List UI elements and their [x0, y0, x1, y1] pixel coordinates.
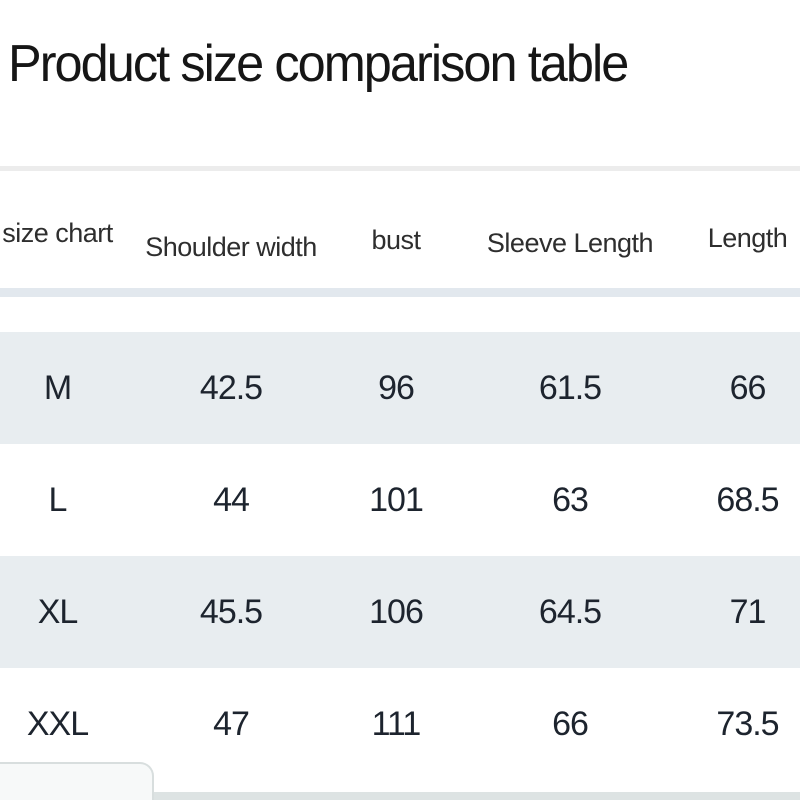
measurement-value: 42.5 — [199, 368, 263, 407]
bottom-left-panel — [0, 762, 154, 800]
column-header-bust: bust — [371, 224, 421, 255]
measurement-value: 45.5 — [199, 592, 263, 631]
size-label: L — [48, 480, 68, 519]
measurement-value: 68.5 — [716, 480, 779, 519]
column-header-size-chart: size chart — [2, 217, 113, 248]
table-row-l: L 44 101 63 68.5 — [0, 444, 800, 556]
size-label: XL — [37, 592, 79, 631]
column-header-shoulder-width: Shoulder width — [145, 231, 317, 262]
title-divider — [0, 166, 800, 171]
column-header-length: Length — [707, 222, 788, 253]
bottom-strip — [0, 792, 800, 800]
column-header-sleeve-length: Sleeve Length — [486, 227, 654, 258]
measurement-value: 101 — [369, 480, 424, 519]
measurement-value: 96 — [378, 368, 415, 407]
header-divider — [0, 288, 800, 297]
table-row-xl: XL 45.5 106 64.5 71 — [0, 556, 800, 668]
table-row-xxl: XXL 47 111 66 73.5 — [0, 668, 800, 780]
table-body: M 42.5 96 61.5 66 L 44 101 63 68.5 XL 45.5 106 64.5 71… — [0, 332, 800, 780]
measurement-value: 63 — [552, 480, 589, 519]
measurement-value: 61.5 — [538, 368, 602, 407]
measurement-value: 47 — [213, 704, 250, 743]
measurement-value: 106 — [369, 592, 424, 631]
page-title: Product size comparison table — [8, 35, 629, 93]
measurement-value: 71 — [729, 592, 767, 631]
measurement-value: 73.5 — [716, 704, 779, 743]
measurement-value: 111 — [371, 704, 422, 743]
measurement-value: 66 — [552, 704, 589, 743]
table-header-row: size chart Shoulder width bust Sleeve Lengt… — [0, 192, 800, 288]
measurement-value: 64.5 — [538, 592, 602, 631]
table-row-m: M 42.5 96 61.5 66 — [0, 332, 800, 444]
size-label: M — [43, 368, 72, 407]
measurement-value: 66 — [729, 368, 767, 407]
measurement-value: 44 — [213, 480, 250, 519]
size-label: XXL — [26, 704, 89, 743]
